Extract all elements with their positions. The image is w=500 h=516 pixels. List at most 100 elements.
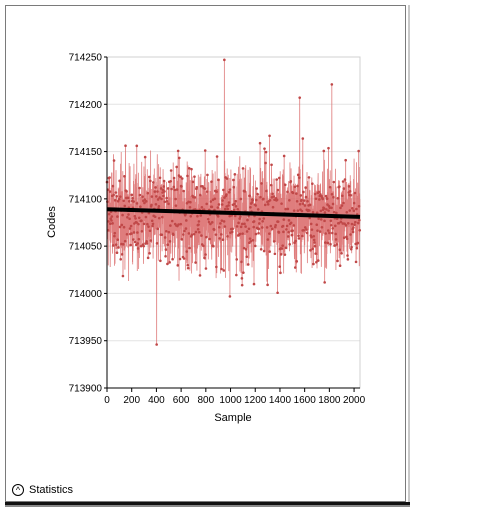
data-point	[165, 229, 168, 233]
data-point	[265, 226, 269, 229]
data-point	[282, 154, 286, 158]
data-point	[188, 246, 191, 250]
statistics-toggle[interactable]: ^ Statistics	[12, 482, 73, 498]
data-point	[227, 204, 230, 207]
data-point	[197, 230, 201, 234]
data-point	[250, 201, 254, 204]
data-point	[129, 224, 133, 228]
data-point	[332, 210, 336, 214]
data-point	[296, 173, 300, 177]
data-point	[151, 222, 155, 226]
data-point	[301, 202, 305, 205]
data-point	[339, 220, 343, 224]
data-point	[121, 213, 124, 217]
data-point	[217, 225, 221, 229]
data-point	[260, 226, 264, 229]
data-point	[346, 254, 349, 257]
data-point	[162, 194, 165, 198]
data-point	[112, 193, 115, 197]
data-point	[348, 209, 352, 212]
data-point	[255, 187, 259, 190]
data-point	[114, 243, 118, 246]
data-point	[280, 247, 284, 250]
data-point	[238, 217, 241, 220]
data-point	[352, 226, 355, 229]
data-point	[196, 214, 199, 218]
data-point	[122, 243, 125, 246]
data-point	[327, 146, 330, 150]
data-point	[311, 182, 314, 186]
y-tick-label: 714100	[69, 194, 103, 205]
data-point	[335, 211, 338, 215]
data-point	[168, 240, 172, 243]
data-point	[130, 232, 133, 235]
data-point	[214, 233, 218, 236]
data-point	[120, 253, 124, 256]
data-point	[257, 231, 260, 235]
data-point	[338, 248, 342, 252]
data-point	[268, 134, 271, 138]
data-point	[123, 204, 127, 208]
data-point	[169, 169, 173, 172]
data-point	[167, 202, 170, 206]
data-point	[150, 219, 154, 223]
data-point	[156, 190, 159, 193]
data-point	[245, 255, 249, 259]
data-point	[158, 196, 161, 199]
data-point	[218, 237, 221, 240]
data-point	[150, 195, 154, 198]
data-point	[328, 206, 332, 210]
data-point	[296, 184, 299, 188]
data-point	[283, 253, 287, 256]
panel-bottom-border	[5, 502, 410, 505]
data-point	[236, 207, 240, 211]
data-point	[125, 232, 129, 236]
data-point	[148, 229, 152, 233]
data-point	[239, 197, 243, 201]
data-point	[124, 144, 127, 147]
data-point	[258, 217, 261, 221]
data-point	[311, 210, 315, 214]
data-point	[293, 266, 297, 269]
data-point	[215, 190, 218, 193]
data-point	[296, 209, 300, 212]
data-point	[235, 258, 239, 261]
data-point	[115, 194, 118, 198]
data-point	[303, 226, 307, 229]
data-point	[352, 209, 356, 213]
data-point	[168, 261, 171, 264]
data-point	[113, 231, 117, 235]
data-point	[210, 205, 214, 209]
data-point	[147, 175, 151, 179]
data-point	[356, 221, 360, 225]
data-point	[187, 166, 191, 170]
data-point	[255, 198, 258, 202]
data-point	[334, 238, 338, 241]
data-point	[131, 196, 134, 200]
data-point	[295, 200, 299, 203]
data-point	[180, 177, 184, 180]
data-point	[197, 223, 200, 226]
data-point	[157, 216, 161, 220]
data-point	[189, 200, 192, 204]
data-point	[239, 215, 242, 218]
data-point	[302, 228, 306, 232]
data-point	[174, 204, 178, 207]
data-point	[287, 219, 291, 222]
x-tick-label: 1400	[269, 395, 292, 406]
data-point	[268, 232, 271, 235]
data-point	[205, 202, 208, 206]
data-point	[234, 199, 237, 203]
data-point	[259, 195, 262, 199]
data-point	[282, 218, 286, 221]
data-point	[351, 206, 354, 210]
data-point	[163, 200, 167, 204]
data-point	[134, 217, 137, 220]
data-point	[217, 178, 220, 182]
data-point	[140, 229, 144, 233]
data-point	[135, 144, 139, 148]
data-point	[235, 273, 238, 277]
data-point	[275, 178, 279, 181]
data-point	[206, 217, 210, 221]
data-point	[222, 269, 226, 272]
